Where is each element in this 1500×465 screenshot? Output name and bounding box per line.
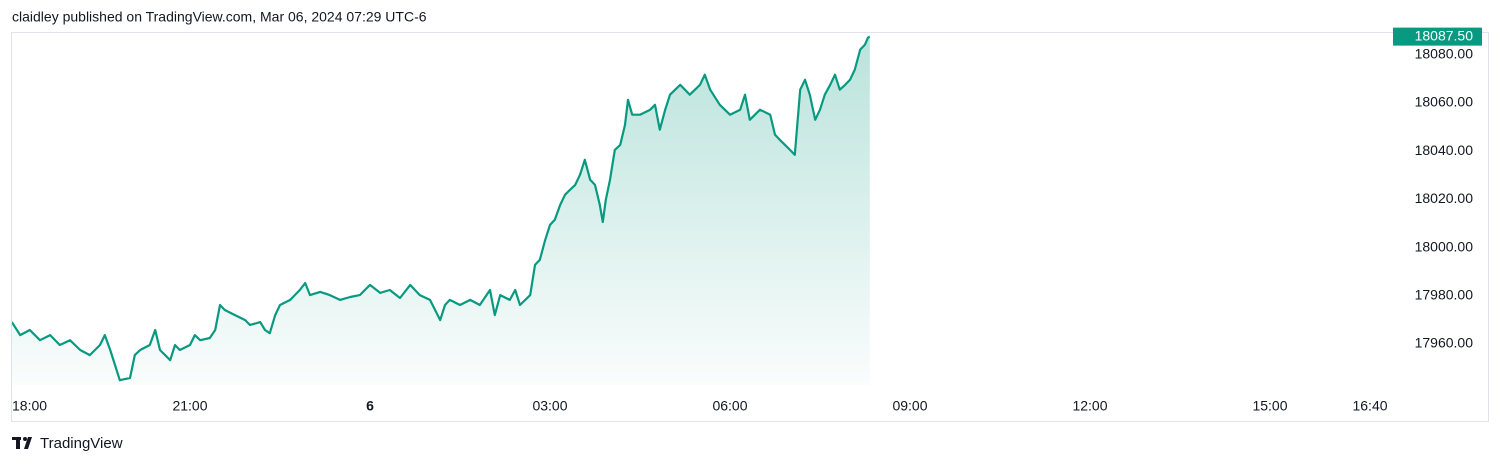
- y-tick-label: 17960.00: [1415, 335, 1474, 351]
- last-price-label: 18087.50: [1415, 27, 1474, 43]
- brand: TradingView: [40, 435, 123, 452]
- x-tick-label: 15:00: [1252, 398, 1287, 414]
- x-tick-label: 09:00: [892, 398, 927, 414]
- x-tick-label: 18:00: [12, 398, 47, 414]
- header: claidley published on TradingView.com, M…: [12, 9, 427, 25]
- price-line: [12, 35, 871, 382]
- y-tick-label: 18080.00: [1415, 45, 1474, 61]
- x-tick-label: 6: [366, 398, 374, 414]
- x-tick-label: 21:00: [172, 398, 207, 414]
- x-tick-label: 06:00: [712, 398, 747, 414]
- plot: [12, 35, 871, 385]
- x-tick-label: 12:00: [1072, 398, 1107, 414]
- y-tick-label: 18040.00: [1415, 142, 1474, 158]
- last-price-badge: [1393, 27, 1482, 46]
- y-tick-label: 18060.00: [1415, 94, 1474, 110]
- y-tick-label: 17980.00: [1415, 286, 1474, 302]
- x-tick-label: 03:00: [532, 398, 567, 414]
- frame: [11, 32, 1489, 422]
- x-tick-label: 16:40: [1352, 398, 1387, 414]
- y-tick-label: 18000.00: [1415, 238, 1474, 254]
- y-tick-label: 18020.00: [1415, 190, 1474, 206]
- logo: [12, 437, 32, 449]
- area-fill: [12, 36, 870, 385]
